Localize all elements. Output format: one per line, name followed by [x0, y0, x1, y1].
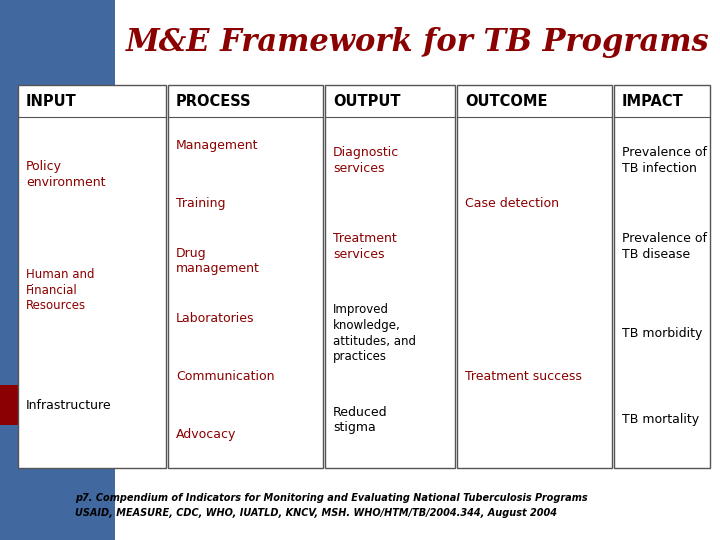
Text: Training: Training	[176, 197, 225, 210]
Text: Treatment success: Treatment success	[465, 370, 582, 383]
Text: Communication: Communication	[176, 370, 274, 383]
Text: IMPACT: IMPACT	[622, 93, 684, 109]
Text: Human and
Financial
Resources: Human and Financial Resources	[26, 268, 94, 312]
Bar	[457, 85, 612, 468]
Text: Improved
knowledge,
attitudes, and
practices: Improved knowledge, attitudes, and pract…	[333, 303, 416, 363]
Text: Diagnostic
services: Diagnostic services	[333, 146, 400, 174]
Text: OUTPUT: OUTPUT	[333, 93, 400, 109]
Bar	[0, 385, 115, 425]
Text: OUTCOME: OUTCOME	[465, 93, 547, 109]
Text: Drug
management: Drug management	[176, 247, 260, 275]
Bar	[168, 85, 323, 468]
Text: PROCESS: PROCESS	[176, 93, 251, 109]
Text: TB mortality: TB mortality	[622, 413, 699, 426]
Text: Infrastructure: Infrastructure	[26, 399, 112, 412]
Bar	[614, 85, 710, 468]
Text: Case detection: Case detection	[465, 197, 559, 210]
Text: Prevalence of
TB infection: Prevalence of TB infection	[622, 146, 707, 174]
Text: Treatment
services: Treatment services	[333, 233, 397, 261]
Text: Prevalence of
TB disease: Prevalence of TB disease	[622, 233, 707, 261]
Text: Reduced
stigma: Reduced stigma	[333, 406, 387, 434]
Text: Laboratories: Laboratories	[176, 312, 254, 325]
Text: M&E Framework for TB Programs: M&E Framework for TB Programs	[126, 26, 709, 57]
Text: TB morbidity: TB morbidity	[622, 327, 703, 340]
Text: Management: Management	[176, 139, 258, 152]
Text: INPUT: INPUT	[26, 93, 77, 109]
Bar	[0, 0, 115, 540]
Text: Advocacy: Advocacy	[176, 428, 236, 441]
Text: Policy
environment: Policy environment	[26, 160, 106, 189]
Bar	[325, 85, 455, 468]
Text: p7. Compendium of Indicators for Monitoring and Evaluating National Tuberculosis: p7. Compendium of Indicators for Monitor…	[75, 493, 588, 503]
Bar	[18, 85, 166, 468]
Text: USAID, MEASURE, CDC, WHO, IUATLD, KNCV, MSH. WHO/HTM/TB/2004.344, August 2004: USAID, MEASURE, CDC, WHO, IUATLD, KNCV, …	[75, 508, 557, 518]
